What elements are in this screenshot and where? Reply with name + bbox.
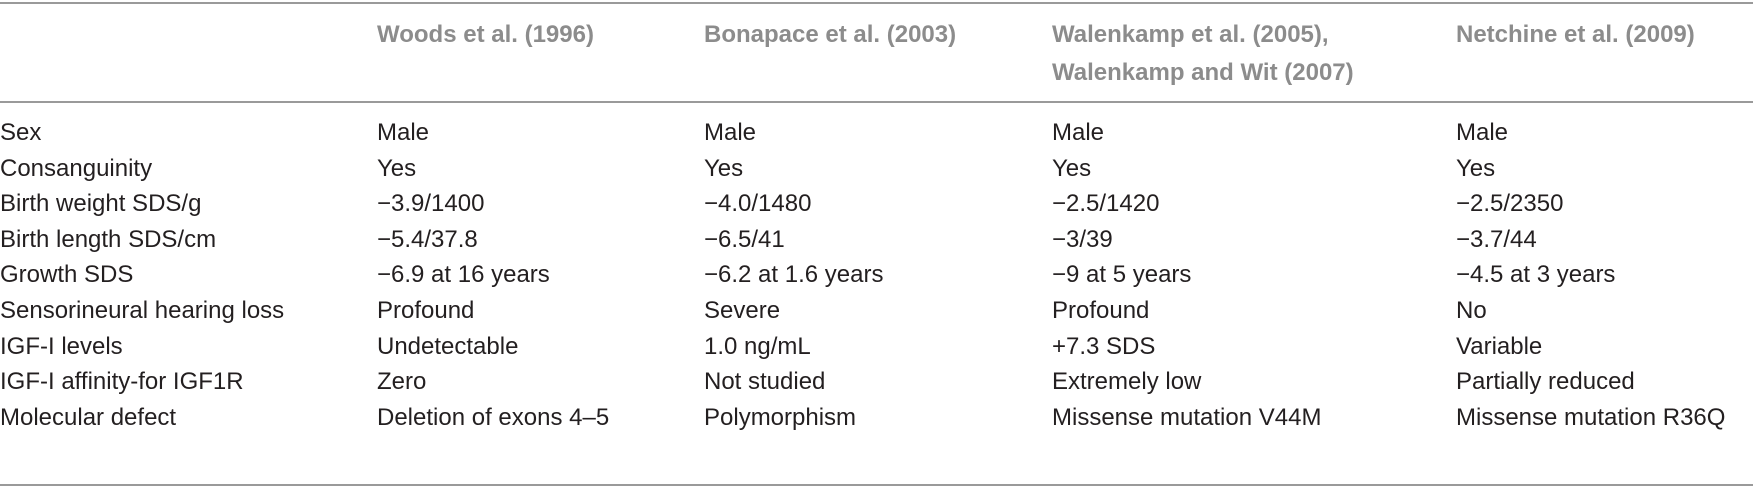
table-row-igf-affinity: IGF-I affinity-for IGF1R Zero Not studied E… [0,362,1753,402]
cell-woods: Zero [377,368,427,396]
cell-woods: Deletion of exons 4–5 [377,403,610,431]
header-walenkamp-line1: Walenkamp et al. (2005), [1052,21,1329,48]
table-row-growth-sds: Growth SDS −6.9 at 16 years −6.2 at 1.6 ye… [0,255,1753,295]
cell-walenkamp: Male [1052,119,1105,146]
cell-bonapace: Severe [704,297,781,324]
table-row-birth-length: Birth length SDS/cm −5.4/37.8 −6.5/41 −3/39… [0,220,1753,260]
cell-walenkamp: Missense mutation V44M [1052,403,1322,431]
cell-walenkamp: Yes [1052,154,1092,182]
cell-label: Sex [0,119,42,146]
table-bottom-rule [0,484,1753,486]
cell-walenkamp: Extremely low [1052,368,1202,396]
cell-walenkamp: −3/39 [1052,225,1113,253]
table-row-sex: Sex Male Male Male Male [0,113,1753,153]
cell-netchine: −3.7/44 [1456,225,1537,253]
cell-netchine: Missense mutation R36Q [1456,403,1726,431]
cell-woods: Profound [377,297,475,324]
header-walenkamp-line2: Walenkamp and Wit (2007) [1052,59,1354,86]
header-netchine: Netchine et al. (2009) [1456,21,1695,48]
table-top-rule [0,2,1753,4]
table-row-hearing-loss: Sensorineural hearing loss Profound Severe… [0,291,1753,331]
cell-bonapace: 1.0 ng/mL [704,332,811,360]
cell-bonapace: Male [704,119,757,146]
cell-woods: −6.9 at 16 years [377,261,550,289]
cell-woods: Yes [377,154,417,182]
cell-bonapace: −6.5/41 [704,225,785,253]
cell-bonapace: Polymorphism [704,403,857,431]
cell-netchine: No [1456,297,1487,324]
table-row-birth-weight: Birth weight SDS/g −3.9/1400 −4.0/1480 −2.5… [0,184,1753,224]
cell-walenkamp: −9 at 5 years [1052,261,1192,289]
header-woods: Woods et al. (1996) [377,21,594,48]
cell-label: Molecular defect [0,403,177,431]
cell-label: Birth length SDS/cm [0,225,217,253]
cell-woods: Male [377,119,430,146]
cell-netchine: Partially reduced [1456,368,1635,396]
cell-walenkamp: +7.3 SDS [1052,332,1156,360]
cell-bonapace: Not studied [704,368,826,396]
cell-bonapace: −6.2 at 1.6 years [704,261,884,289]
cell-bonapace: −4.0/1480 [704,190,812,218]
cell-netchine: Variable [1456,332,1543,360]
header-bonapace: Bonapace et al. (2003) [704,21,957,48]
header-bottom-rule [0,101,1753,103]
cell-netchine: −4.5 at 3 years [1456,261,1616,289]
table-row-molecular-defect: Molecular defect Deletion of exons 4–5 Pol… [0,398,1753,438]
cell-netchine: −2.5/2350 [1456,190,1564,218]
cell-woods: −3.9/1400 [377,190,485,218]
cell-label: IGF-I levels [0,332,123,360]
cell-label: Consanguinity [0,154,153,182]
cell-bonapace: Yes [704,154,744,182]
cell-woods: Undetectable [377,332,519,360]
cell-label: Birth weight SDS/g [0,190,202,218]
table-row-igf-levels: IGF-I levels Undetectable 1.0 ng/mL +7.3 SD… [0,327,1753,367]
cell-walenkamp: −2.5/1420 [1052,190,1160,218]
cell-label: Growth SDS [0,261,134,289]
cell-walenkamp: Profound [1052,297,1150,324]
cell-woods: −5.4/37.8 [377,225,478,253]
table-row-consanguinity: Consanguinity Yes Yes Yes Yes [0,149,1753,189]
cell-label: Sensorineural hearing loss [0,297,285,324]
cell-netchine: Yes [1456,154,1496,182]
header-walenkamp: Walenkamp et al. (2005), Walenkamp and W… [1052,16,1354,92]
cell-netchine: Male [1456,119,1509,146]
cell-label: IGF-I affinity-for IGF1R [0,368,244,396]
